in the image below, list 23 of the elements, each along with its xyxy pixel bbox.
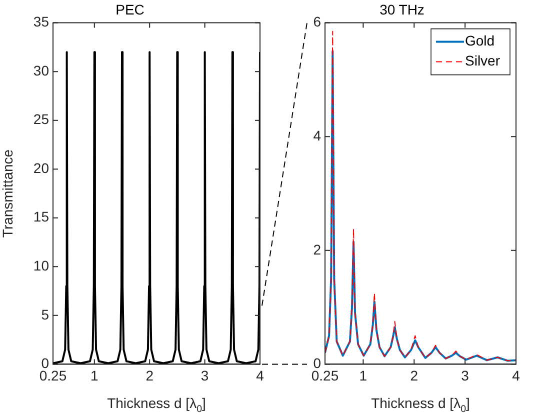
y-tick-label: 15: [33, 208, 50, 225]
chart-title: PEC: [116, 1, 144, 18]
y-tick-label: 35: [33, 14, 50, 30]
legend-label: Silver: [464, 52, 500, 69]
x-tick-label: 2: [146, 367, 154, 384]
x-tick-label: 3: [461, 367, 470, 384]
chart-title: 30 THz: [380, 1, 424, 18]
y-tick-label: 2: [313, 241, 322, 258]
y-tick-label: 20: [33, 160, 50, 176]
x-tick-label: 1: [90, 367, 98, 384]
legend-label: Gold: [464, 32, 495, 49]
y-axis-title: Transmittance: [0, 149, 16, 238]
x-tick-label: 4: [512, 367, 520, 384]
x-tick-label: 2: [410, 367, 418, 384]
y-tick-label: 25: [33, 111, 50, 128]
y-tick-label: 10: [33, 258, 50, 274]
x-tick-label: 4: [256, 367, 264, 384]
y-tick-label: 4: [313, 127, 322, 144]
y-tick-label: 5: [41, 306, 50, 322]
y-tick-label: 6: [313, 14, 322, 30]
y-tick-label: 30: [33, 62, 50, 78]
x-tick-label: 1: [359, 367, 368, 384]
x-tick-label: 3: [200, 367, 209, 384]
